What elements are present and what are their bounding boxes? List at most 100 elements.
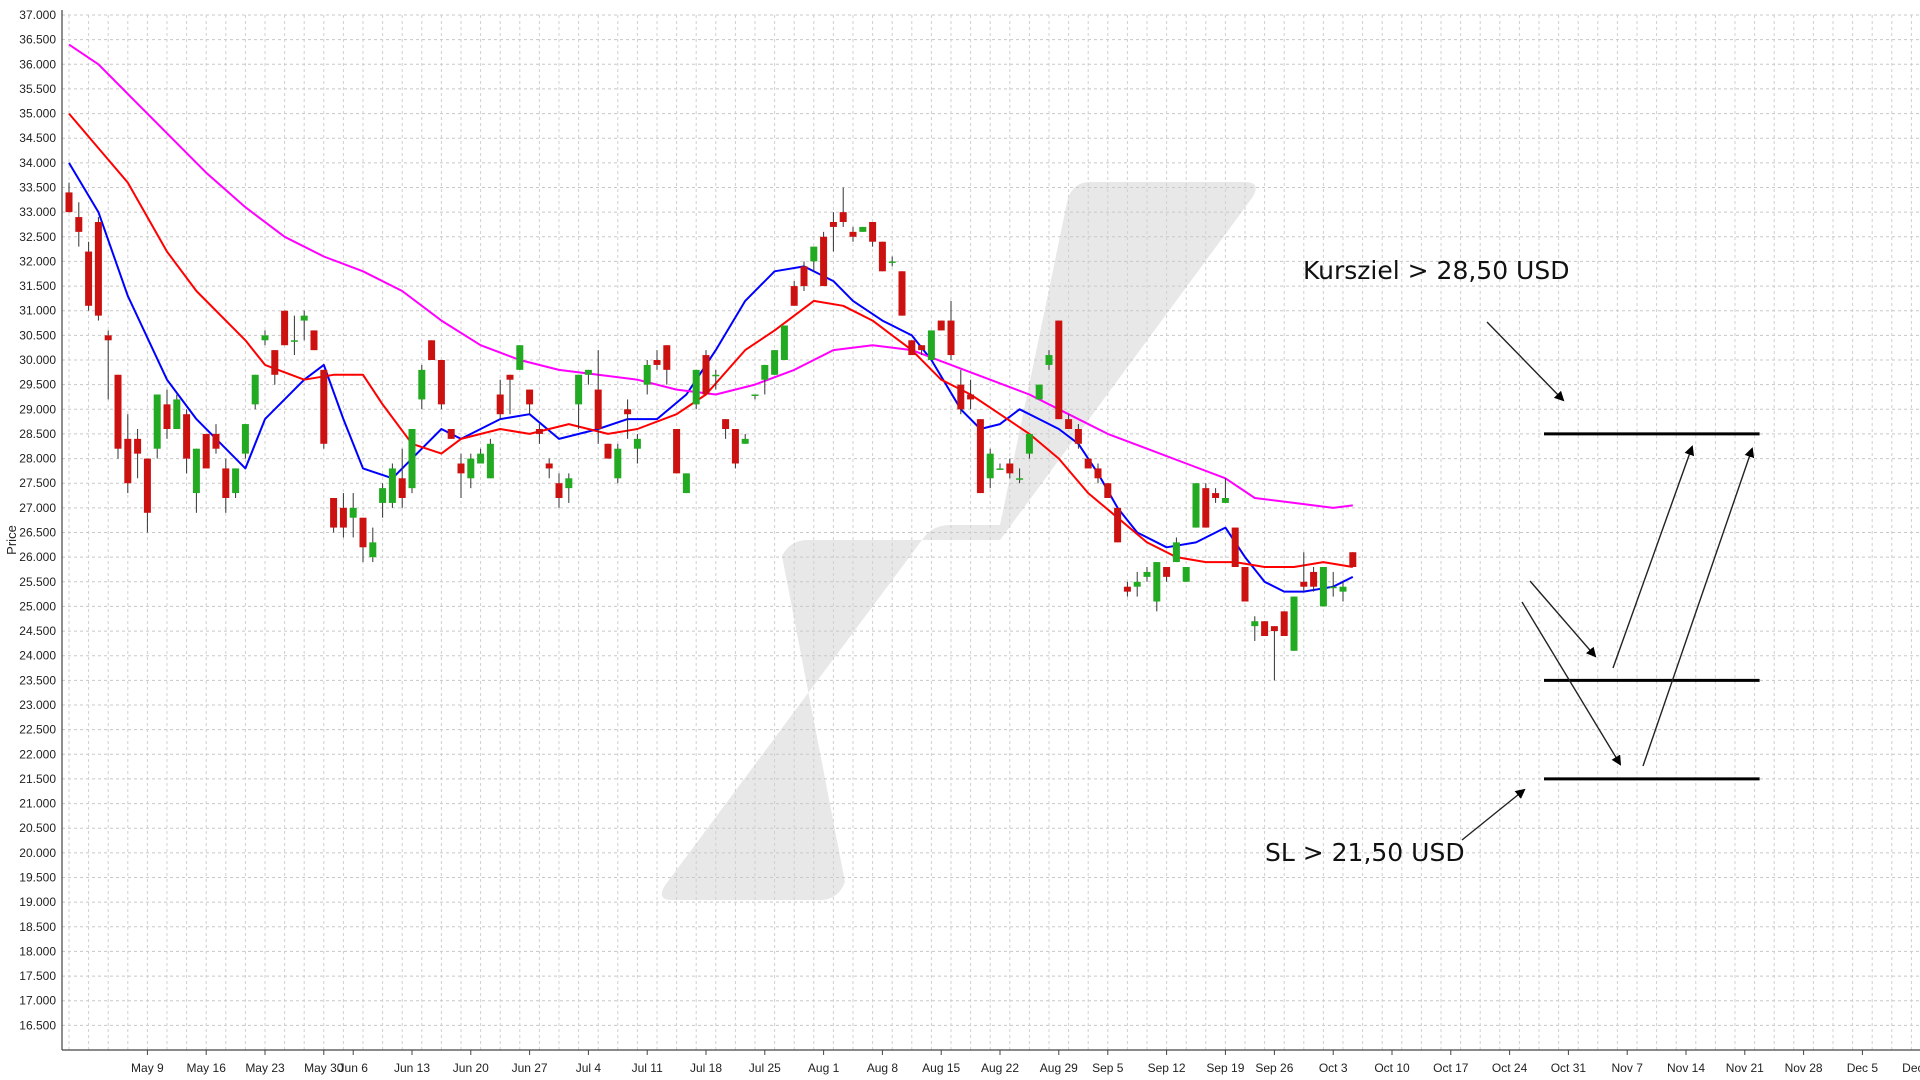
candle-body [339,507,347,528]
candle-body [281,310,289,346]
candle-body [104,335,112,341]
candle-body [359,517,367,548]
candle-body [878,241,886,272]
candle-body [85,251,93,306]
candle-body [506,374,514,380]
candle-body [682,473,690,494]
candle-body [467,458,475,479]
candle-body [751,394,759,396]
candle-body [1065,419,1073,429]
candle-body [477,453,485,464]
y-tick-label: 28.000 [19,452,56,466]
watermark-logo [661,182,1256,900]
candle-body [447,429,455,439]
y-axis-title: Price [4,525,19,555]
candle-body [937,320,945,331]
candle-body [555,483,563,498]
x-tick-label: Sep 19 [1206,1061,1244,1075]
candle-body [633,438,641,449]
y-tick-label: 21.500 [19,772,56,786]
moving-average-line [68,43,1353,509]
candle-body [418,369,426,400]
candle-body [1231,527,1239,567]
annotation-arrow [1529,580,1597,658]
candle-body [94,222,102,316]
candle-body [261,335,269,341]
candle-body [349,507,357,518]
candle-body [1104,483,1112,498]
candle-body [1016,478,1024,480]
candle-body [996,468,1004,470]
candle-body [712,374,720,377]
candle-body [859,226,867,232]
candle-body [408,429,416,489]
candle-body [388,468,396,503]
candle-body [516,345,524,370]
candle-body [1202,488,1210,528]
x-tick-label: Dec 5 [1847,1061,1879,1075]
candle-body [967,394,975,400]
candle-body [1074,429,1082,444]
candle-body [1133,581,1141,587]
candle-body [1192,483,1200,528]
y-tick-label: 32.000 [19,254,56,268]
candle-body [1123,586,1131,592]
candle-body [1084,458,1092,469]
candle-body [212,433,220,449]
candle-body [1290,596,1298,651]
x-tick-label: Jun 27 [512,1061,548,1075]
candle-body [898,271,906,316]
candle-body [565,478,573,489]
x-tick-label: Jul 11 [632,1061,663,1075]
annotation-arrow [1486,321,1565,402]
candle-body [594,389,602,429]
candle-body [584,369,592,375]
y-tick-label: 20.000 [19,846,56,860]
y-tick-label: 27.500 [19,476,56,490]
x-tick-label: May 16 [187,1061,227,1075]
candle-body [1300,581,1308,587]
candle-body [1221,498,1229,503]
candle-body [1006,463,1014,474]
candle-body [1143,571,1151,577]
x-tick-label: Nov 21 [1726,1061,1764,1075]
y-tick-label: 19.500 [19,871,56,885]
y-tick-label: 16.500 [19,1018,56,1032]
x-tick-label: Oct 10 [1374,1061,1410,1075]
candle-body [290,340,298,342]
y-tick-label: 25.000 [19,599,56,613]
candle-body [1251,621,1259,627]
y-tick-label: 20.500 [19,821,56,835]
candle-body [653,360,661,365]
candle-body [124,438,132,484]
x-tick-label: May 23 [245,1061,285,1075]
y-tick-label: 29.500 [19,378,56,392]
candle-body [202,433,210,469]
candle-body [320,369,328,444]
candle-body [810,246,818,262]
candle-body [1329,586,1337,589]
x-tick-label: Aug 1 [808,1061,840,1075]
candle-body [134,438,142,454]
x-tick-label: Jul 18 [690,1061,722,1075]
y-tick-label: 22.500 [19,723,56,737]
y-tick-label: 31.500 [19,279,56,293]
y-tick-label: 36.500 [19,33,56,47]
x-tick-label: Aug 22 [981,1061,1019,1075]
candle-body [790,286,798,306]
y-tick-label: 19.000 [19,895,56,909]
candle-body [300,315,308,321]
annotations: Kursziel > 28,50 USD SL > 21,50 USD [1265,256,1760,867]
x-tick-label: Jun 13 [394,1061,430,1075]
y-tick-label: 33.500 [19,181,56,195]
x-tick-label: Nov 7 [1612,1061,1644,1075]
candle-body [908,340,916,356]
annotation-arrow [1612,445,1695,669]
y-tick-label: 30.000 [19,353,56,367]
y-tick-label: 28.500 [19,427,56,441]
candle-body [330,498,338,528]
x-tick-label: Jun 6 [339,1061,369,1075]
y-tick-label: 24.500 [19,624,56,638]
x-tick-label: Jun 20 [453,1061,489,1075]
